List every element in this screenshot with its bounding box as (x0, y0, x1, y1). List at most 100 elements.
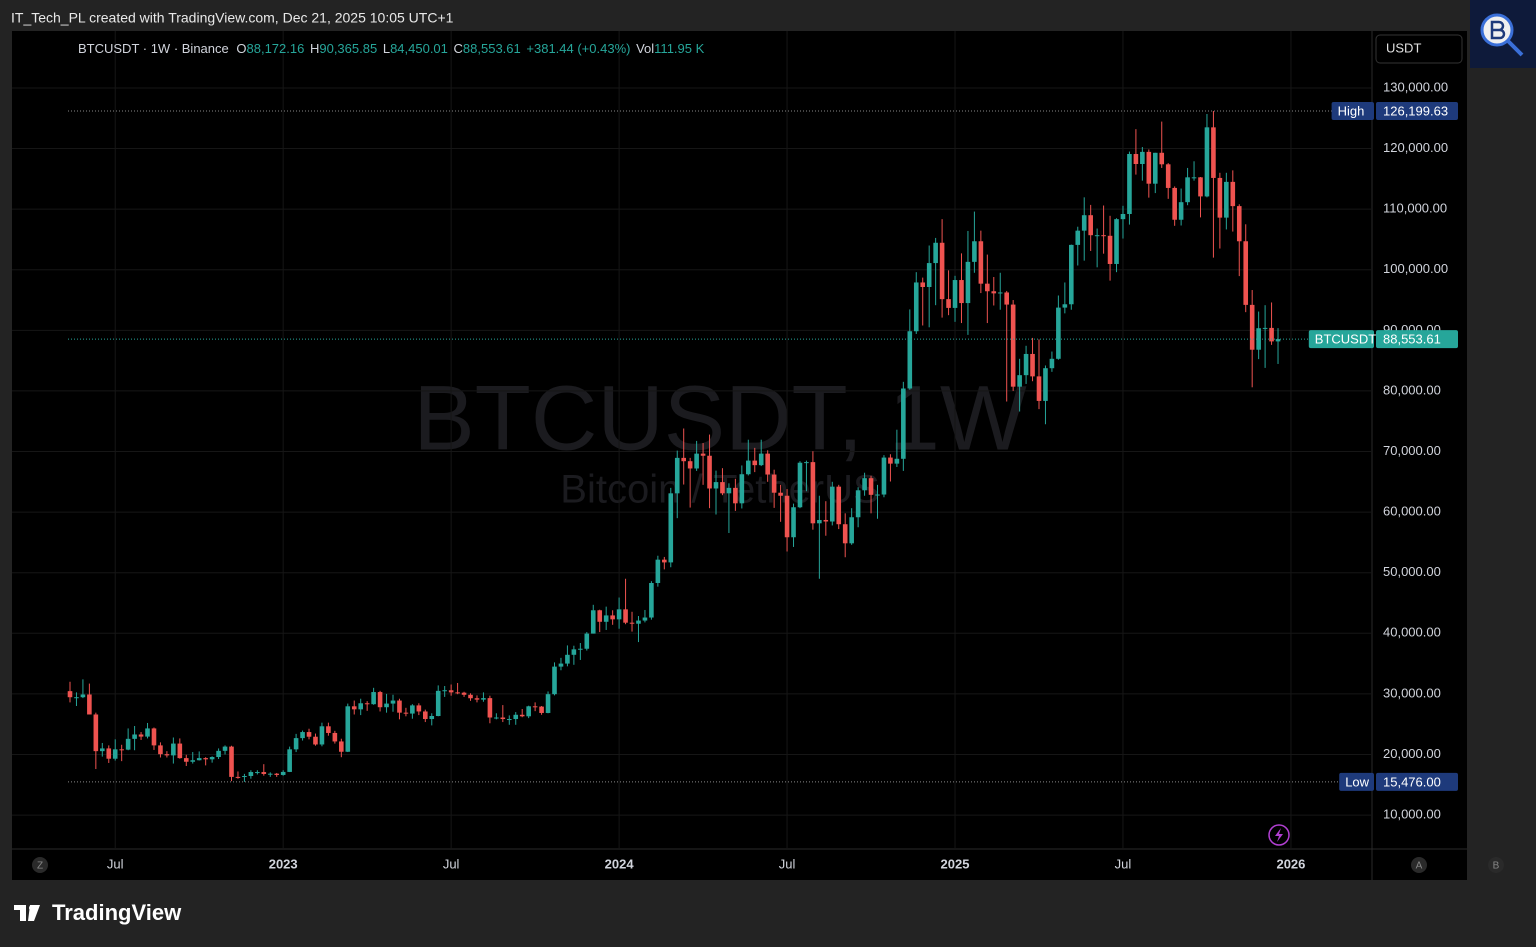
candle-body (461, 692, 467, 695)
candle-body (242, 775, 247, 778)
price-value: 88,553.61 (1383, 332, 1441, 347)
candle-body (829, 486, 835, 522)
candle-body (1217, 177, 1223, 218)
candle-body (571, 649, 577, 655)
x-tick-label: Jul (443, 856, 460, 871)
candle-body (894, 458, 900, 464)
candle-body (345, 706, 351, 752)
currency-button[interactable]: USDT (1375, 34, 1463, 64)
candle-body (1140, 151, 1145, 165)
x-tick-label: Jul (107, 856, 124, 871)
candle-body (216, 750, 221, 758)
zoom-button-circle[interactable] (32, 857, 48, 873)
legend-change: +381.44 (+0.43%) (526, 41, 630, 56)
candle-body (603, 615, 609, 622)
candle-body (319, 726, 325, 745)
candle-body (280, 771, 286, 775)
candle-body (855, 490, 861, 518)
x-tick-label: 2023 (269, 856, 298, 871)
y-tick-label: 40,000.00 (1383, 625, 1441, 640)
candle-body (1010, 304, 1016, 387)
candle-body (1178, 202, 1184, 220)
price-name-box (1339, 772, 1374, 791)
candle-body (506, 719, 512, 721)
candle-body (1236, 206, 1242, 242)
x-tick-label: Jul (779, 856, 796, 871)
candle-body (797, 462, 803, 508)
candle-body (674, 457, 680, 494)
candle-body (306, 732, 312, 737)
candle-body (668, 493, 674, 563)
candle-body (248, 772, 254, 776)
candle-body (364, 703, 370, 705)
candle-body (429, 715, 435, 720)
candle-body (67, 691, 73, 698)
candle-body (274, 773, 280, 775)
candle-body (468, 694, 473, 699)
legend-volume: 111.95 K (654, 41, 704, 56)
candle-body (578, 648, 583, 650)
candle-body (1101, 235, 1106, 237)
candle-body (771, 474, 777, 493)
lightning-icon[interactable] (1268, 824, 1290, 846)
candle-body (1191, 177, 1197, 179)
log-button[interactable]: B (1488, 857, 1504, 873)
attribution: IT_Tech_PL created with TradingView.com,… (11, 10, 454, 26)
legend-high: 90,365.85 (319, 41, 377, 56)
candle-body (1094, 235, 1100, 237)
candle-body (1062, 304, 1068, 308)
lightning-bolt[interactable] (1275, 828, 1283, 842)
candle-body (1243, 241, 1249, 305)
candle-body (623, 609, 628, 623)
auto-button-circle[interactable] (1411, 857, 1427, 873)
y-tick-label: 50,000.00 (1383, 564, 1441, 579)
y-tick-label: 70,000.00 (1383, 443, 1441, 458)
candle-body (326, 726, 331, 733)
zoom-button[interactable]: Z (32, 857, 48, 873)
candle-body (726, 487, 732, 494)
candle-body (836, 486, 842, 525)
candle-body (1249, 304, 1255, 350)
candle-body (1256, 328, 1261, 350)
price-name: Low (1345, 774, 1369, 789)
zoom-label[interactable]: Z (37, 861, 43, 872)
candle-body (1204, 127, 1210, 197)
candle-body (410, 705, 415, 714)
candle-body (455, 692, 460, 694)
currency-button-frame[interactable] (1375, 34, 1463, 64)
candle-body (597, 610, 603, 622)
candle-body (739, 474, 745, 504)
brand-icon-handle (1506, 39, 1524, 57)
legend: BTCUSDT · 1W · Binance O88,172.16 H90,36… (78, 41, 705, 56)
price-value: 126,199.63 (1383, 103, 1448, 118)
lightning-circle[interactable] (1268, 824, 1290, 846)
candle-body (145, 728, 150, 737)
candle-body (1056, 307, 1061, 359)
candle-body (552, 666, 557, 695)
log-button-circle[interactable] (1488, 857, 1504, 873)
candle-body (946, 299, 951, 308)
candle-body (765, 453, 770, 475)
price-value-box (1376, 101, 1458, 120)
legend-low-prefix: L (383, 41, 390, 56)
candle-body (901, 388, 906, 459)
legend-open-prefix: O (236, 41, 246, 56)
currency-label[interactable]: USDT (1386, 40, 1421, 55)
brand-icon-glyph (1490, 20, 1506, 40)
candle-body (416, 705, 422, 712)
candle-body (526, 706, 531, 717)
candle-body (1172, 187, 1177, 220)
candle-body (655, 559, 661, 583)
candle-body (616, 609, 622, 620)
candle-body (1127, 154, 1132, 214)
legend-volume-prefix: Vol (636, 41, 654, 56)
auto-label[interactable]: A (1416, 861, 1423, 872)
legend-close: 88,553.61 (463, 41, 521, 56)
candle-body (881, 457, 887, 495)
legend-symbol: BTCUSDT · 1W · Binance (78, 41, 229, 56)
candle-body (1036, 376, 1042, 401)
auto-button[interactable]: A (1411, 857, 1427, 873)
candle-body (203, 758, 208, 760)
log-label[interactable]: B (1493, 861, 1500, 872)
